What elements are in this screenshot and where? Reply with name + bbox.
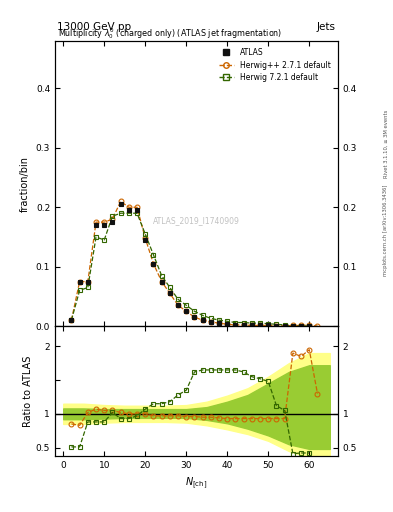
Legend: ATLAS, Herwig++ 2.7.1 default, Herwig 7.2.1 default: ATLAS, Herwig++ 2.7.1 default, Herwig 7.… [216, 45, 334, 86]
X-axis label: $N_{\mathrm{[ch]}}$: $N_{\mathrm{[ch]}}$ [185, 475, 208, 491]
Text: mcplots.cern.ch [arXiv:1306.3436]: mcplots.cern.ch [arXiv:1306.3436] [384, 185, 388, 276]
Text: Rivet 3.1.10, ≥ 3M events: Rivet 3.1.10, ≥ 3M events [384, 109, 388, 178]
Text: 13000 GeV pp: 13000 GeV pp [57, 22, 131, 32]
Y-axis label: Ratio to ATLAS: Ratio to ATLAS [23, 355, 33, 426]
Text: Multiplicity $\lambda_0^0$ (charged only) (ATLAS jet fragmentation): Multiplicity $\lambda_0^0$ (charged only… [58, 26, 282, 41]
Text: Jets: Jets [317, 22, 336, 32]
Y-axis label: fraction/bin: fraction/bin [20, 156, 30, 211]
Text: ATLAS_2019_I1740909: ATLAS_2019_I1740909 [153, 216, 240, 225]
